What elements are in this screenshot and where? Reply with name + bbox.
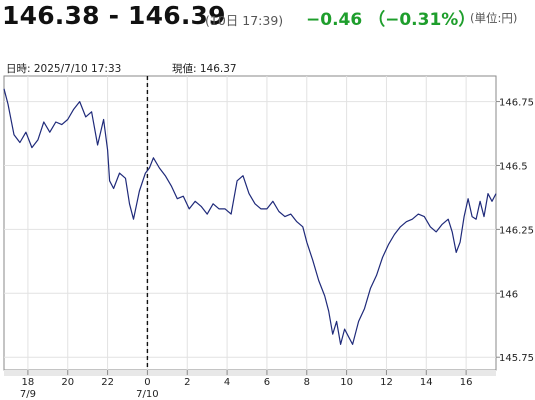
x-tick-label: 18 <box>22 377 35 388</box>
y-tick-label: 146.25 <box>499 225 534 236</box>
price-change: −0.46 （−0.31%） <box>306 10 476 30</box>
quote-header: 146.38 - 146.39 (10日 17:39) −0.46 （−0.31… <box>0 0 535 36</box>
y-tick-label: 146 <box>499 289 518 300</box>
x-tick-label: 2 <box>184 377 190 388</box>
x-tick-label: 0 <box>144 377 150 388</box>
x-tick-label: 14 <box>420 377 433 388</box>
y-tick-label: 145.75 <box>499 353 534 364</box>
x-date-label: 7/10 <box>136 389 158 400</box>
x-tick-label: 20 <box>61 377 74 388</box>
x-tick-label: 22 <box>101 377 114 388</box>
plot-frame <box>3 75 497 371</box>
y-tick-label: 146.75 <box>499 98 534 109</box>
x-tick-label: 10 <box>340 377 353 388</box>
bid-ask-price: 146.38 - 146.39 <box>2 1 226 30</box>
x-tick-label: 12 <box>380 377 393 388</box>
x-tick-label: 4 <box>224 377 230 388</box>
x-tick-label: 6 <box>264 377 270 388</box>
x-tick-label: 16 <box>460 377 473 388</box>
quote-timestamp: (10日 17:39) <box>205 13 284 28</box>
x-axis-band <box>4 370 496 376</box>
unit-label: (単位:円) <box>470 11 518 25</box>
x-tick-label: 8 <box>304 377 310 388</box>
crosshair-price: 現値: 146.37 <box>172 63 237 75</box>
x-date-label: 7/9 <box>20 389 36 400</box>
y-tick-label: 146.5 <box>499 161 528 172</box>
crosshair-datetime: 日時: 2025/7/10 17:33 <box>6 63 122 75</box>
price-series-line <box>3 88 497 345</box>
